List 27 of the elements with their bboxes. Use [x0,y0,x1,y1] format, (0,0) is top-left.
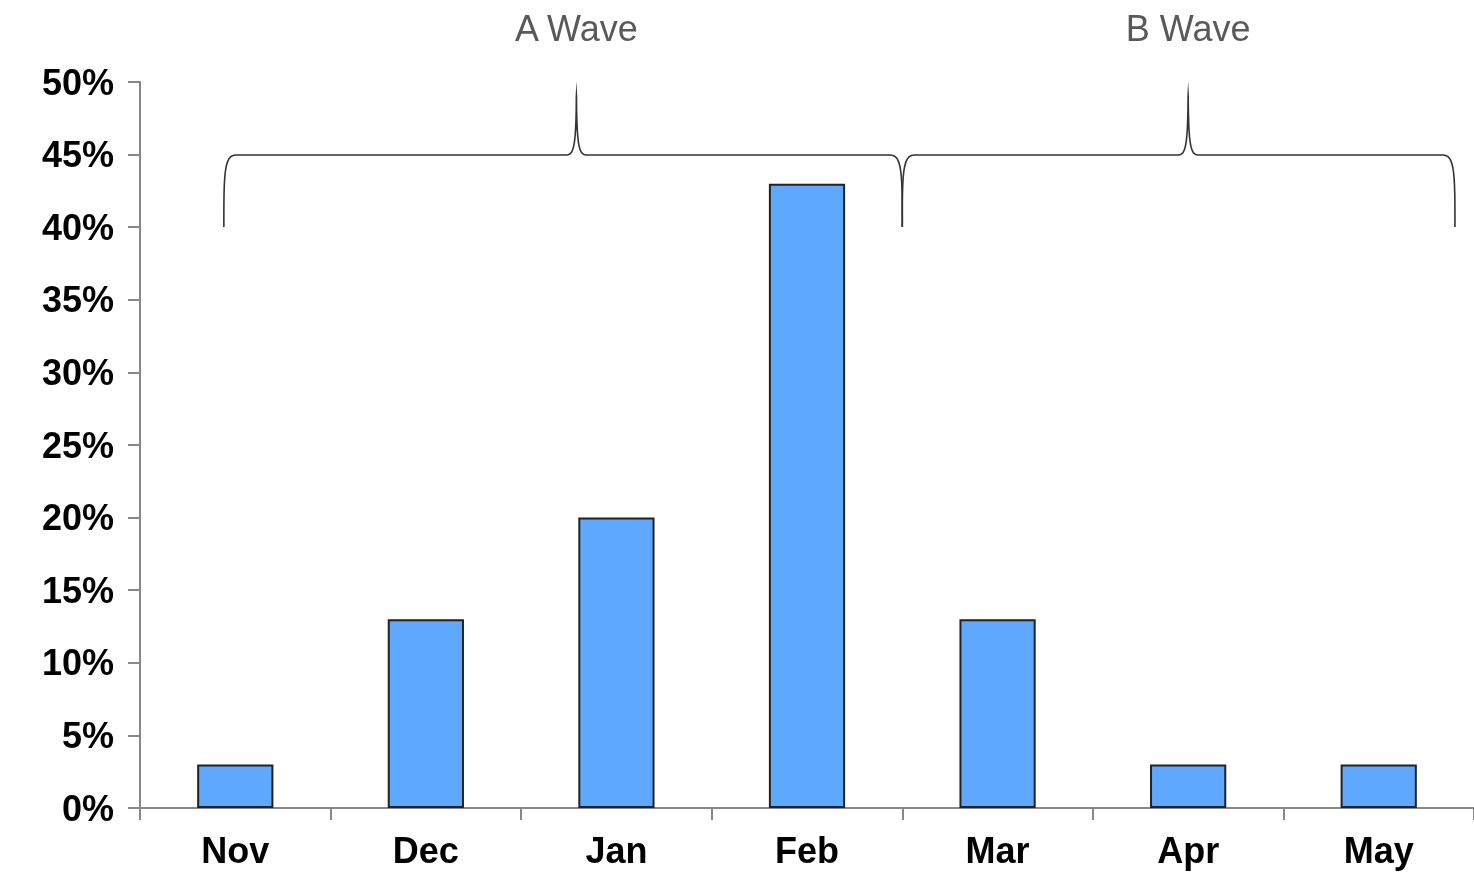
text: B Wave [1125,8,1251,50]
text: A Wave [515,8,638,50]
bar [578,517,655,808]
y-tick-label: 45% [41,134,114,176]
y-tick-label: 20% [41,497,114,539]
x-tick-label: Jan [585,829,648,871]
bar [1340,764,1417,808]
bar [959,619,1036,808]
y-tick-label: 40% [41,206,114,248]
x-tick-label: May [1343,829,1414,871]
x-tick-label: Apr [1157,829,1220,871]
y-tick-label: 10% [41,642,114,684]
y-tick-label: 25% [41,424,114,466]
y-tick-label: 0% [61,787,114,829]
bar [197,764,274,808]
bar [768,183,846,808]
bar [387,619,464,808]
y-tick-label: 35% [41,279,114,321]
y-tick-label: 30% [41,351,114,393]
x-tick-label: Dec [392,829,459,871]
y-tick-label: 50% [41,61,114,103]
bar [1150,764,1227,808]
x-tick-label: Mar [965,829,1030,871]
y-tick-label: 5% [61,714,114,756]
y-tick-label: 15% [41,569,114,611]
x-tick-label: Nov [201,829,270,871]
x-tick-label: Feb [774,829,840,871]
